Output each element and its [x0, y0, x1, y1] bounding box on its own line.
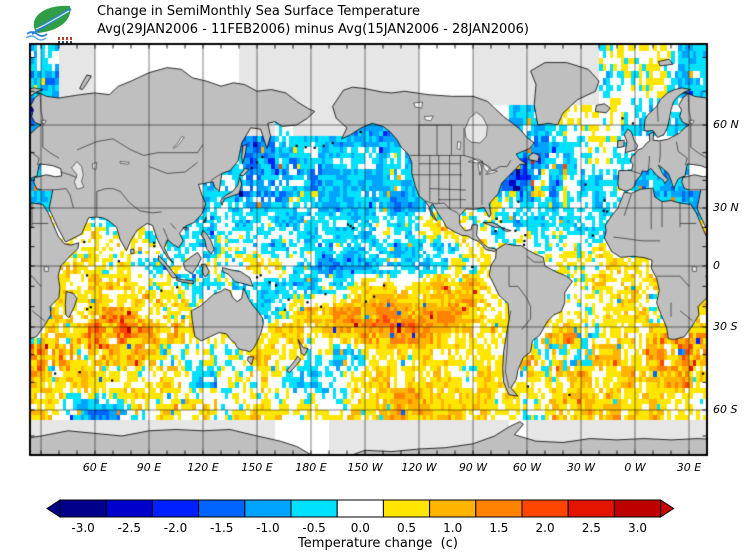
- colorbar-right-arrow: [660, 499, 675, 518]
- lon-tick-label: 180 E: [295, 461, 327, 474]
- colorbar-segment: [336, 499, 384, 518]
- world-map: [0, 0, 755, 470]
- colorbar-segment: [290, 499, 338, 518]
- colorbar-tick-label: 2.5: [581, 521, 601, 535]
- lon-tick-label: 120 W: [401, 461, 437, 474]
- lat-tick-label: 30 S: [713, 320, 738, 333]
- colorbar-tick-label: -1.0: [256, 521, 280, 535]
- colorbar-tick-label: -1.5: [209, 521, 234, 535]
- colorbar-segment: [198, 499, 246, 518]
- lon-tick-label: 150 E: [241, 461, 273, 474]
- lat-tick-label: 60 S: [713, 403, 738, 416]
- colorbar-tick-label: 0.0: [350, 521, 370, 535]
- colorbar-tick-label: 3.0: [627, 521, 648, 535]
- colorbar-segment: [429, 499, 477, 518]
- lon-tick-label: 30 E: [676, 461, 702, 474]
- lon-tick-label: 120 E: [187, 461, 219, 474]
- lat-tick-label: 60 N: [713, 118, 739, 131]
- colorbar-segment: [475, 499, 523, 518]
- lon-tick-label: 90 E: [136, 461, 162, 474]
- colorbar-tick-label: 0.5: [396, 521, 417, 535]
- colorbar-segment: [382, 499, 431, 518]
- colorbar-segment: [521, 499, 569, 518]
- colorbar-tick-label: 1.0: [443, 521, 463, 535]
- colorbar-segment: [151, 499, 200, 518]
- colorbar-caption: Temperature change (c): [298, 536, 458, 551]
- colorbar: [0, 499, 755, 521]
- lon-tick-label: 60 E: [82, 461, 108, 474]
- colorbar-segment: [567, 499, 615, 518]
- colorbar-segment: [59, 499, 107, 518]
- lat-tick-label: 30 N: [713, 201, 739, 214]
- lon-tick-label: 90 W: [458, 461, 488, 474]
- colorbar-tick-label: -3.0: [71, 521, 95, 535]
- colorbar-tick-label: 2.0: [535, 521, 555, 535]
- lon-tick-label: 0 W: [624, 461, 646, 474]
- colorbar-tick-label: -2.5: [117, 521, 142, 535]
- colorbar-segment: [613, 499, 662, 518]
- lon-tick-label: 150 W: [347, 461, 383, 474]
- lon-tick-label: 60 W: [512, 461, 542, 474]
- colorbar-tick-label: -0.5: [302, 521, 326, 535]
- colorbar-left-arrow: [46, 499, 61, 518]
- lat-tick-label: 0: [713, 259, 720, 272]
- colorbar-segment: [105, 499, 153, 518]
- colorbar-tick-label: 1.5: [489, 521, 509, 535]
- lon-tick-label: 30 W: [566, 461, 596, 474]
- colorbar-segment: [244, 499, 292, 518]
- colorbar-tick-label: -2.0: [163, 521, 188, 535]
- colorbar-scale: [46, 499, 675, 518]
